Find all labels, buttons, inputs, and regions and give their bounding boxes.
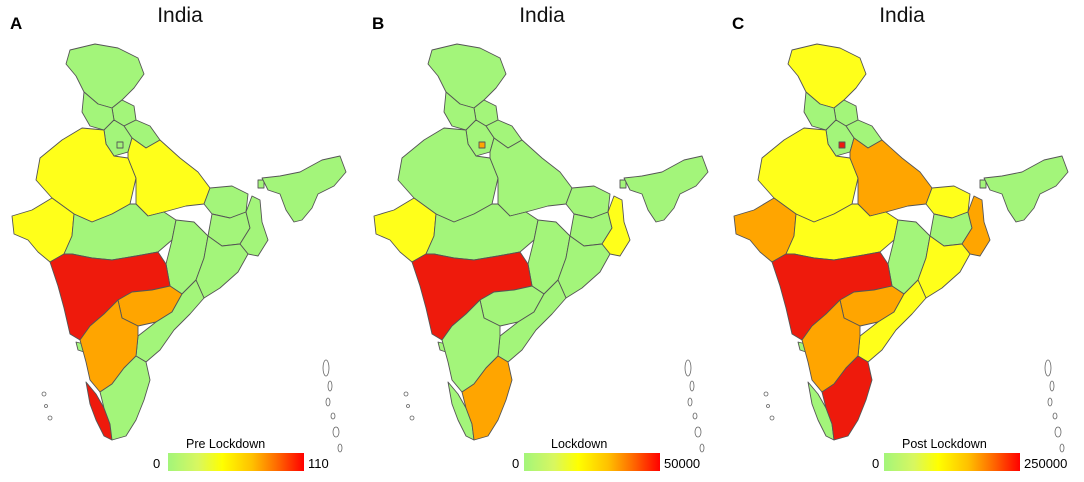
- island-outline: [689, 380, 695, 392]
- state-jammu-kashmir: [787, 43, 867, 109]
- panel-c: C India Post Lockdown 0 250000: [722, 0, 1082, 482]
- legend-min: 0: [512, 456, 520, 471]
- legend-label: Lockdown: [551, 437, 608, 451]
- island-outline: [330, 412, 336, 420]
- island-outline: [1049, 380, 1055, 392]
- state-odisha: [557, 235, 611, 299]
- island-outline: [327, 380, 333, 392]
- state-tamil-nadu: [821, 355, 873, 441]
- state-west-bengal: [239, 195, 269, 257]
- panel-letter: A: [10, 14, 23, 33]
- panel-b: B India Lockdown 0 50000: [362, 0, 722, 482]
- state-bihar: [925, 185, 971, 219]
- island-outline: [1052, 412, 1058, 420]
- state-odisha: [195, 235, 249, 299]
- island-outline: [325, 397, 331, 407]
- state-uttar-pradesh: [127, 137, 211, 217]
- map-title: India: [879, 4, 925, 27]
- state-karnataka: [79, 299, 139, 393]
- legend-label: Pre Lockdown: [186, 437, 266, 451]
- island-outline: [322, 359, 330, 377]
- island-outline: [699, 443, 705, 453]
- island-outline: [694, 426, 702, 438]
- legend-max: 110: [308, 456, 329, 471]
- state-northeast: [623, 155, 709, 223]
- island-outline: [687, 397, 693, 407]
- island-outline: [766, 404, 770, 408]
- legend-max: 50000: [664, 456, 701, 471]
- state-bihar: [565, 185, 611, 219]
- state-bihar: [203, 185, 249, 219]
- state-delhi: [838, 141, 846, 149]
- state-karnataka: [441, 299, 501, 393]
- legend-label: Post Lockdown: [902, 437, 987, 451]
- island-outline: [692, 412, 698, 420]
- state-uttar-pradesh: [849, 137, 933, 217]
- state-northeast: [261, 155, 347, 223]
- state-uttar-pradesh: [489, 137, 573, 217]
- state-jammu-kashmir: [65, 43, 145, 109]
- island-outline: [684, 359, 692, 377]
- panel-a: A India Pre Lockdown 0 110: [0, 0, 360, 482]
- state-delhi: [116, 141, 124, 149]
- state-west-bengal: [601, 195, 631, 257]
- island-outline: [41, 391, 47, 397]
- india-choropleth-map: [733, 43, 1069, 453]
- island-outline: [1054, 426, 1062, 438]
- island-outline: [332, 426, 340, 438]
- panel-letter: B: [372, 14, 385, 33]
- state-tamil-nadu: [461, 355, 513, 441]
- island-outline: [1059, 443, 1065, 453]
- state-delhi: [478, 141, 486, 149]
- state-sikkim: [979, 179, 987, 189]
- legend-min: 0: [872, 456, 880, 471]
- state-odisha: [917, 235, 971, 299]
- island-outline: [769, 415, 775, 421]
- island-outline: [1044, 359, 1052, 377]
- legend-max: 250000: [1024, 456, 1068, 471]
- island-outline: [44, 404, 48, 408]
- island-outline: [763, 391, 769, 397]
- island-outline: [409, 415, 415, 421]
- india-choropleth-map: [373, 43, 709, 453]
- legend-color-bar: [524, 453, 660, 471]
- state-tamil-nadu: [99, 355, 151, 441]
- legend-min: 0: [153, 456, 161, 471]
- island-outline: [406, 404, 410, 408]
- panel-letter: C: [732, 14, 745, 33]
- india-choropleth-map: [11, 43, 347, 453]
- map-title: India: [519, 4, 565, 27]
- state-sikkim: [257, 179, 265, 189]
- island-outline: [1047, 397, 1053, 407]
- legend-color-bar: [168, 453, 304, 471]
- map-title: India: [157, 4, 203, 27]
- island-outline: [337, 443, 343, 453]
- island-outline: [47, 415, 53, 421]
- state-west-bengal: [961, 195, 991, 257]
- state-jammu-kashmir: [427, 43, 507, 109]
- state-sikkim: [619, 179, 627, 189]
- island-outline: [403, 391, 409, 397]
- legend-color-bar: [884, 453, 1020, 471]
- state-karnataka: [801, 299, 861, 393]
- state-northeast: [983, 155, 1069, 223]
